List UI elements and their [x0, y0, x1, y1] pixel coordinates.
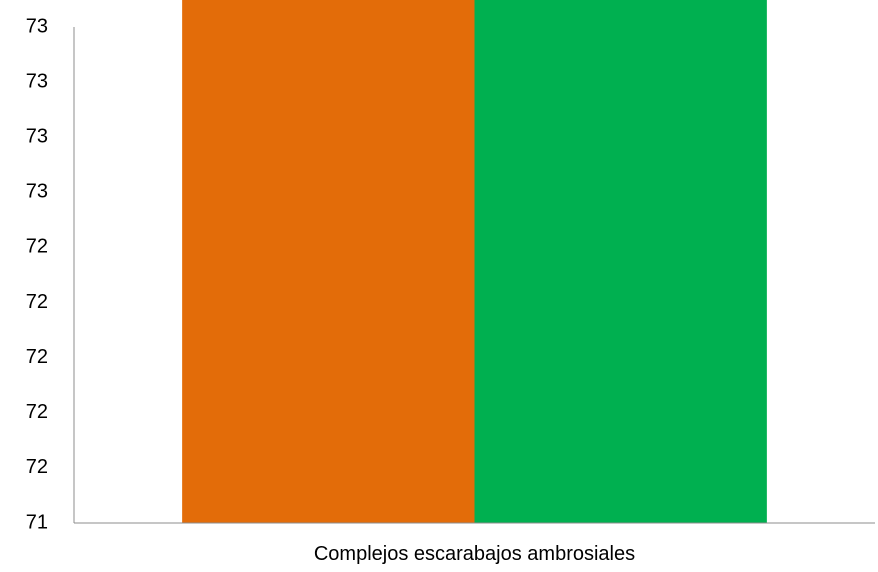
y-tick-label: 72	[26, 346, 48, 368]
y-tick-label: 73	[26, 70, 48, 92]
y-tick-label: 73	[26, 15, 48, 37]
bar-series-2	[474, 0, 767, 523]
y-tick-label: 73	[26, 181, 48, 203]
y-tick-label: 72	[26, 401, 48, 423]
y-tick-label: 71	[26, 511, 48, 533]
x-category-label: Complejos escarabajos ambrosiales	[314, 543, 635, 565]
y-tick-label: 72	[26, 236, 48, 258]
y-tick-label: 72	[26, 456, 48, 478]
y-tick-label: 72	[26, 291, 48, 313]
bar-series-1	[182, 0, 475, 524]
y-tick-label: 73	[26, 126, 48, 148]
